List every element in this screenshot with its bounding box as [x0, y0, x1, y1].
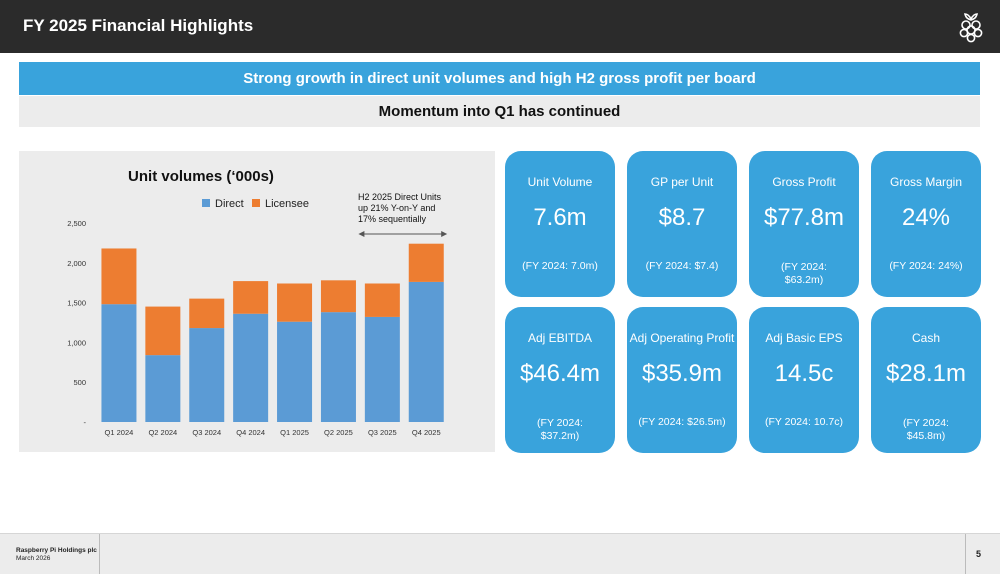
kpi-prior-year: (FY 2024: 7.0m) [514, 260, 606, 273]
kpi-label: Gross Profit [772, 175, 836, 189]
x-tick-label: Q2 2024 [148, 428, 177, 437]
legend-swatch [202, 199, 210, 207]
kpi-prior-year: (FY 2024: $26.5m) [636, 416, 728, 429]
footer: Raspberry Pi Holdings plc March 2026 5 [0, 533, 1000, 574]
chart-title: Unit volumes (‘000s) [128, 168, 274, 185]
kpi-card: Adj Basic EPS 14.5c (FY 2024: 10.7c) [749, 307, 859, 453]
annotation-text: H2 2025 Direct Units [358, 192, 442, 202]
kpi-prior-year-line: (FY 2024: [903, 417, 949, 429]
kpi-prior-year: (FY 2024: $37.2m) [514, 417, 606, 443]
raspberry-logo-icon [956, 11, 986, 43]
bar-licensee [145, 306, 181, 356]
bar-direct [189, 328, 225, 422]
x-tick-label: Q4 2025 [412, 428, 441, 437]
kpi-prior-year: (FY 2024: 24%) [880, 260, 972, 273]
legend-swatch [252, 199, 260, 207]
annotation-text: 17% sequentially [358, 214, 427, 224]
y-tick-label: 1,500 [67, 299, 86, 308]
kpi-label: Adj Basic EPS [765, 331, 843, 345]
y-tick-label: 500 [73, 378, 86, 387]
kpi-label: Gross Margin [889, 175, 963, 189]
x-tick-label: Q1 2025 [280, 428, 309, 437]
kpi-label: Adj Operating Profit [629, 331, 735, 345]
subheadline-banner: Momentum into Q1 has continued [19, 96, 980, 127]
legend-label: Licensee [265, 198, 309, 210]
kpi-prior-year: (FY 2024: $7.4) [636, 260, 728, 273]
kpi-card: Unit Volume 7.6m (FY 2024: 7.0m) [505, 151, 615, 297]
kpi-value: $8.7 [658, 204, 706, 231]
bar-direct [145, 355, 181, 422]
y-tick-label: 1,000 [67, 338, 86, 347]
kpi-prior-year-line: (FY 2024: [781, 261, 827, 273]
kpi-card: Cash $28.1m (FY 2024: $45.8m) [871, 307, 981, 453]
kpi-prior-year-line: $63.2m) [784, 274, 824, 286]
kpi-prior-year-line: (FY 2024: $7.4) [645, 260, 719, 272]
kpi-label: GP per Unit [650, 175, 714, 189]
y-tick-label: - [84, 418, 87, 427]
unit-volumes-chart: Unit volumes (‘000s) Direct Licensee - 500 1,… [19, 151, 495, 452]
bar-licensee [189, 298, 225, 329]
x-tick-label: Q2 2025 [324, 428, 353, 437]
kpi-prior-year-line: $45.8m) [906, 430, 946, 442]
legend-label: Direct [215, 198, 244, 210]
annotation-text: up 21% Y-on-Y and [358, 203, 435, 213]
kpi-value: $46.4m [519, 360, 601, 387]
bar-licensee [277, 283, 313, 322]
footer-divider [965, 534, 966, 574]
arrow-head-left-icon [358, 231, 365, 237]
page-number: 5 [976, 549, 982, 559]
kpi-card: Gross Margin 24% (FY 2024: 24%) [871, 151, 981, 297]
x-tick-label: Q3 2024 [192, 428, 221, 437]
kpi-prior-year-line: (FY 2024: [537, 417, 583, 429]
x-tick-label: Q4 2024 [236, 428, 265, 437]
kpi-card: Adj Operating Profit $35.9m (FY 2024: $26.… [627, 307, 737, 453]
kpi-prior-year-line: (FY 2024: 7.0m) [522, 260, 598, 272]
bar-licensee [320, 280, 356, 313]
title-bar: FY 2025 Financial Highlights [0, 0, 1000, 53]
kpi-prior-year: (FY 2024: $63.2m) [758, 261, 850, 287]
bar-direct [277, 321, 313, 422]
kpi-prior-year-line: $37.2m) [540, 430, 580, 442]
kpi-prior-year: (FY 2024: $45.8m) [880, 417, 972, 443]
kpi-prior-year-line: (FY 2024: 10.7c) [764, 416, 844, 428]
kpi-prior-year-line: (FY 2024: $26.5m) [638, 416, 726, 428]
bar-direct [364, 316, 400, 422]
bar-licensee [233, 281, 269, 314]
kpi-label: Adj EBITDA [527, 331, 593, 345]
kpi-prior-year-line: (FY 2024: 24%) [889, 260, 963, 272]
kpi-value: 7.6m [533, 204, 587, 231]
footer-company: Raspberry Pi Holdings plc [16, 547, 97, 554]
arrow-head-right-icon [441, 231, 448, 237]
kpi-value: $77.8m [763, 204, 845, 231]
x-tick-label: Q3 2025 [368, 428, 397, 437]
y-tick-label: 2,000 [67, 259, 86, 268]
headline-banner: Strong growth in direct unit volumes and… [19, 62, 980, 95]
kpi-label: Unit Volume [527, 175, 593, 189]
chart-canvas: Unit volumes (‘000s) Direct Licensee - 500 1,… [67, 168, 448, 437]
bar-licensee [364, 283, 400, 317]
kpi-value: 24% [901, 204, 951, 231]
footer-divider [99, 534, 100, 574]
x-tick-label: Q1 2024 [105, 428, 134, 437]
y-tick-label: 2,500 [67, 219, 86, 228]
kpi-value: $35.9m [641, 360, 723, 387]
bar-direct [320, 312, 356, 422]
bar-direct [233, 313, 269, 422]
kpi-card: GP per Unit $8.7 (FY 2024: $7.4) [627, 151, 737, 297]
kpi-value: $28.1m [885, 360, 967, 387]
bar-direct [408, 281, 444, 422]
kpi-card: Adj EBITDA $46.4m (FY 2024: $37.2m) [505, 307, 615, 453]
kpi-value: 14.5c [774, 360, 834, 387]
kpi-prior-year: (FY 2024: 10.7c) [758, 416, 850, 429]
bar-direct [101, 304, 137, 422]
kpi-label: Cash [911, 331, 940, 345]
page-title: FY 2025 Financial Highlights [23, 16, 254, 35]
footer-date: March 2026 [16, 555, 51, 562]
bar-licensee [101, 248, 137, 305]
kpi-card: Gross Profit $77.8m (FY 2024: $63.2m) [749, 151, 859, 297]
bar-licensee [408, 243, 444, 282]
